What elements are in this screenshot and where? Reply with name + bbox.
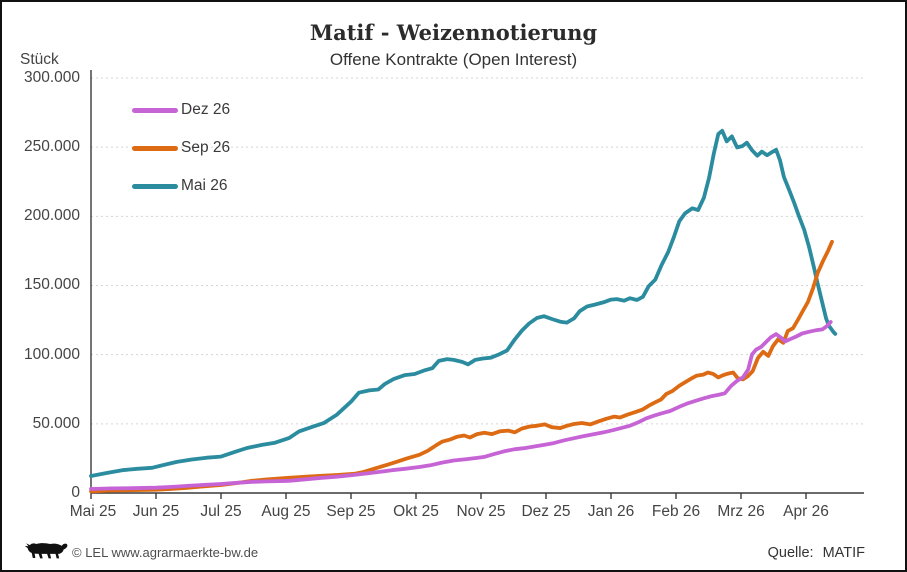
x-tick-label-jan-26: Jan 26 — [587, 503, 635, 520]
x-tick-label-jul-25: Jul 25 — [200, 503, 242, 520]
x-tick-label-jun-25: Jun 25 — [132, 503, 180, 520]
y-tick-label-150000: 150.000 — [23, 276, 80, 293]
y-tick-label-0: 0 — [71, 484, 80, 501]
x-tick-label-mrz-26: Mrz 26 — [717, 503, 765, 520]
legend-swatch-dez-26-icon — [132, 107, 178, 113]
legend-swatch-sep-26-icon — [132, 145, 178, 151]
chart-title: Matif - Weizennotierung — [309, 20, 598, 45]
legend-item-sep-26: Sep 26 — [132, 138, 230, 158]
y-axis-unit-label: Stück — [20, 51, 59, 68]
series-line-mai-26 — [89, 128, 838, 478]
x-tick-label-sep-25: Sep 25 — [326, 503, 376, 520]
source-text: Quelle: MATIF — [768, 545, 865, 561]
legend-label-dez-26: Dez 26 — [181, 101, 231, 118]
legend-swatch-mai-26-icon — [132, 183, 178, 189]
x-tick-label-mai-25: Mai 25 — [69, 503, 117, 520]
x-tick-label-apr-26: Apr 26 — [783, 503, 829, 520]
copyright-text: © LEL www.agrarmaerkte-bw.de — [72, 545, 259, 560]
y-tick-label-100000: 100.000 — [23, 346, 80, 363]
legend-label-mai-26: Mai 26 — [181, 177, 228, 194]
legend-item-mai-26: Mai 26 — [132, 176, 228, 196]
lion-logo-icon — [24, 543, 68, 559]
legend-item-dez-26: Dez 26 — [132, 100, 230, 120]
series-line-sep-26 — [89, 239, 834, 494]
legend-label-sep-26: Sep 26 — [181, 139, 231, 156]
x-tick-label-okt-25: Okt 25 — [393, 503, 439, 520]
y-tick-label-200000: 200.000 — [23, 207, 80, 224]
chart-subtitle: Offene Kontrakte (Open Interest) — [329, 50, 578, 69]
series-line-dez-26 — [89, 320, 833, 491]
x-tick-label-aug-25: Aug 25 — [261, 503, 311, 520]
x-tick-label-feb-26: Feb 26 — [651, 503, 701, 520]
y-tick-label-250000: 250.000 — [23, 138, 80, 155]
source-value: MATIF — [822, 545, 865, 561]
source-label: Quelle: — [767, 545, 814, 561]
x-tick-label-nov-25: Nov 25 — [456, 503, 506, 520]
y-tick-label-300000: 300.000 — [23, 69, 80, 86]
y-tick-label-50000: 50.000 — [32, 415, 80, 432]
x-tick-label-dez-25: Dez 25 — [521, 503, 571, 520]
